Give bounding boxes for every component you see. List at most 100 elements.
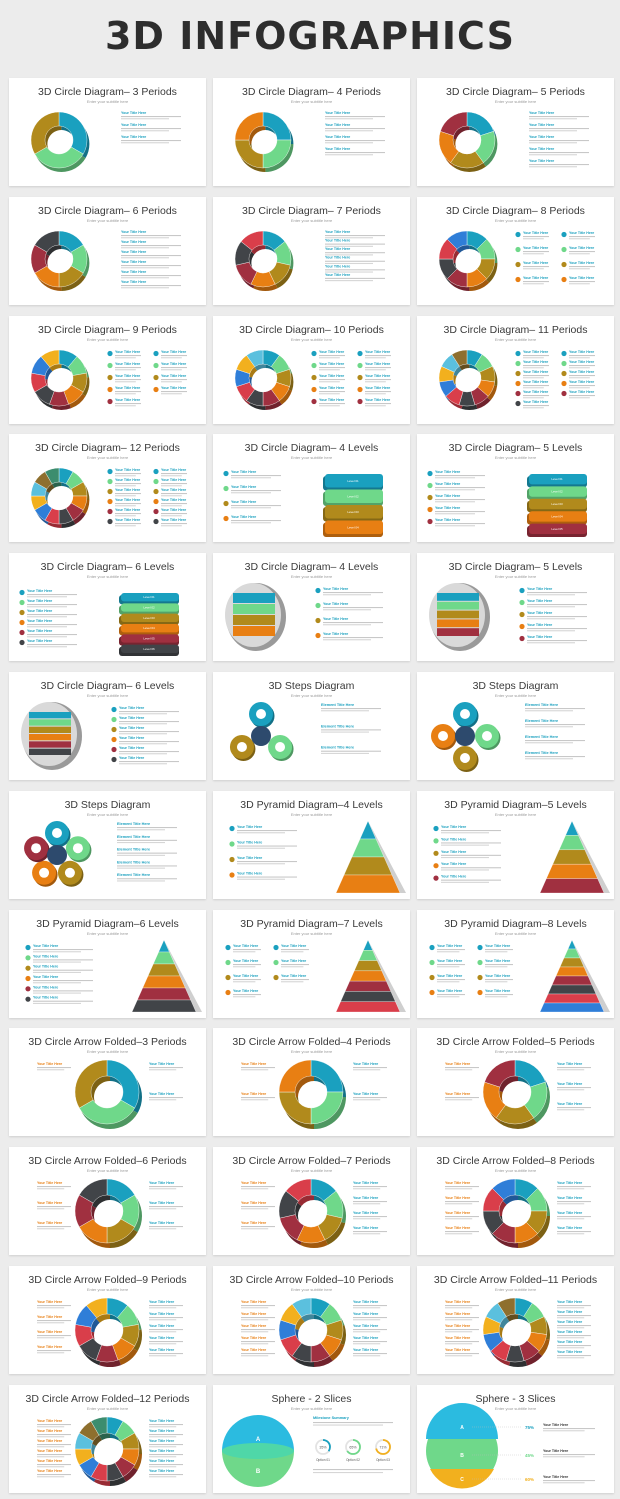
item-description-line xyxy=(353,1343,381,1345)
slide-thumbnail[interactable]: 3D Circle Diagram– 6 Periods Enter your s… xyxy=(9,197,206,305)
element-description-line xyxy=(525,740,585,742)
slide-thumbnail[interactable]: 3D Circle Diagram– 5 Levels Enter your su… xyxy=(417,434,614,542)
slide-thumbnail[interactable]: 3D Circle Diagram– 7 Periods Enter your s… xyxy=(213,197,410,305)
slide-diagram: Your Title Here Your Title Here Your Title… xyxy=(30,230,181,291)
item-title: Your Title Here xyxy=(445,1300,470,1304)
slide-subtitle: Enter your subtitle here xyxy=(494,337,537,342)
slide-thumbnail[interactable]: 3D Circle Arrow Folded–7 Periods Enter yo… xyxy=(213,1147,410,1255)
item-description-line xyxy=(569,377,590,379)
slide-thumbnail[interactable]: 3D Circle Arrow Folded–4 Periods Enter yo… xyxy=(213,1028,410,1136)
ring-segment xyxy=(285,1178,312,1202)
element-title: Element Title Here xyxy=(321,724,354,728)
pyramid-level xyxy=(137,987,191,1001)
slide-thumbnail[interactable]: 3D Circle Diagram– 4 Levels Enter your su… xyxy=(213,553,410,661)
slide-thumbnail[interactable]: 3D Circle Diagram– 9 Periods Enter your s… xyxy=(9,316,206,424)
pyramid-level xyxy=(555,966,589,977)
item-description-line xyxy=(37,1456,65,1458)
slide-thumbnail[interactable]: 3D Circle Diagram– 4 Levels Enter your su… xyxy=(213,434,410,542)
slide-thumbnail[interactable]: 3D Circle Arrow Folded–3 Periods Enter yo… xyxy=(9,1028,206,1136)
item-description-line xyxy=(435,513,475,515)
list-marker-icon xyxy=(515,276,521,283)
item-description-line xyxy=(319,405,340,407)
level-label: Level 03 xyxy=(551,502,563,506)
item-description-line xyxy=(161,525,182,527)
slide-thumbnail[interactable]: 3D Circle Arrow Folded–8 Periods Enter yo… xyxy=(417,1147,614,1255)
item-description-line xyxy=(365,391,391,393)
slide-thumbnail[interactable]: 3D Circle Arrow Folded–6 Periods Enter yo… xyxy=(9,1147,206,1255)
item-description-line xyxy=(569,375,595,377)
pyramid-level xyxy=(335,1001,401,1013)
list-marker-icon xyxy=(107,468,113,475)
list-marker-icon xyxy=(229,872,235,878)
slide-thumbnail[interactable]: 3D Circle Arrow Folded–10 Periods Enter y… xyxy=(213,1266,410,1374)
item-description-line xyxy=(529,154,577,156)
slide-thumbnail[interactable]: 3D Steps Diagram Enter your subtitle here… xyxy=(9,791,206,899)
level-label: Level 02 xyxy=(551,490,563,494)
item-description-line xyxy=(569,251,595,253)
slide-thumbnail[interactable]: 3D Pyramid Diagram–4 Levels Enter your su… xyxy=(213,791,410,899)
item-description-line xyxy=(557,1089,585,1091)
slide-thumbnail[interactable]: 3D Circle Diagram– 8 Periods Enter your s… xyxy=(417,197,614,305)
pyramid-level xyxy=(567,939,577,950)
item-description-line xyxy=(441,881,489,883)
slide-thumbnail[interactable]: 3D Pyramid Diagram–6 Levels Enter your su… xyxy=(9,910,206,1018)
item-title: Your Title Here xyxy=(527,611,552,615)
slide-thumbnail[interactable]: 3D Pyramid Diagram–7 Levels Enter your su… xyxy=(213,910,410,1018)
slide-subtitle: Enter your subtitle here xyxy=(290,1168,333,1173)
ring-segment xyxy=(234,111,264,141)
slide-title: 3D Circle Diagram– 4 Periods xyxy=(242,86,381,98)
item-title: Your Title Here xyxy=(115,350,140,354)
item-description-line xyxy=(523,377,544,379)
item-title: Your Title Here xyxy=(161,350,186,354)
item-description-line xyxy=(37,1350,71,1352)
slide-thumbnail[interactable]: 3D Circle Diagram– 10 Periods Enter your … xyxy=(213,316,410,424)
description-line xyxy=(313,1422,393,1424)
item-description-line xyxy=(445,1341,479,1343)
item-description-line xyxy=(149,1331,177,1333)
slide-diagram: Your Title Here Your Title Here Your Title… xyxy=(37,1297,183,1367)
item-description-line xyxy=(231,477,271,479)
item-title: Your Title Here xyxy=(241,1201,266,1205)
item-description-line xyxy=(237,832,285,834)
disk-level-band xyxy=(29,734,71,741)
list-marker-icon xyxy=(107,478,113,485)
slide-thumbnail[interactable]: 3D Steps Diagram Enter your subtitle here… xyxy=(417,672,614,780)
level-label: Level 04 xyxy=(551,514,563,518)
item-description-line xyxy=(149,1329,183,1331)
item-title: Your Title Here xyxy=(319,374,344,378)
slide-thumbnail[interactable]: 3D Pyramid Diagram–5 Levels Enter your su… xyxy=(417,791,614,899)
slide-thumbnail[interactable]: 3D Circle Diagram– 4 Periods Enter your s… xyxy=(213,78,410,186)
list-marker-icon xyxy=(561,360,567,367)
slide-thumbnail[interactable]: Sphere - 2 Slices Enter your subtitle her… xyxy=(213,1385,410,1493)
slide-thumbnail[interactable]: 3D Circle Diagram– 6 Levels Enter your su… xyxy=(9,553,206,661)
item-title: Your Title Here xyxy=(441,862,466,866)
item-description-line xyxy=(527,616,587,618)
slide-thumbnail[interactable]: 3D Steps Diagram Enter your subtitle here… xyxy=(213,672,410,780)
slide-thumbnail[interactable]: 3D Circle Diagram– 5 Periods Enter your s… xyxy=(417,78,614,186)
slide-thumbnail[interactable]: 3D Circle Diagram– 5 Levels Enter your su… xyxy=(417,553,614,661)
slide-thumbnail[interactable]: 3D Circle Diagram– 12 Periods Enter your … xyxy=(9,434,206,542)
slide-thumbnail[interactable]: 3D Circle Diagram– 11 Periods Enter your … xyxy=(417,316,614,424)
slide-thumbnail[interactable]: 3D Circle Arrow Folded–9 Periods Enter yo… xyxy=(9,1266,206,1374)
item-title: Your Title Here xyxy=(569,390,594,394)
slide-thumbnail[interactable]: 3D Circle Diagram– 3 Periods Enter your s… xyxy=(9,78,206,186)
item-description-line xyxy=(241,1069,269,1071)
item-title: Your Title Here xyxy=(241,1181,266,1185)
pyramid-level xyxy=(354,960,382,972)
slide-thumbnail[interactable]: 3D Circle Arrow Folded–12 Periods Enter y… xyxy=(9,1385,206,1493)
item-description-line xyxy=(445,1319,473,1321)
item-title: Your Title Here xyxy=(435,482,460,486)
list-marker-icon xyxy=(273,944,279,951)
item-title: Your Title Here xyxy=(149,1324,174,1328)
slide-thumbnail[interactable]: 3D Circle Arrow Folded–11 Periods Enter y… xyxy=(417,1266,614,1374)
item-description-line xyxy=(325,271,373,273)
slide-thumbnail[interactable]: 3D Circle Arrow Folded–5 Periods Enter yo… xyxy=(417,1028,614,1136)
list-marker-icon xyxy=(107,386,113,393)
slide-diagram: Element Title Here Element Title Here Elem… xyxy=(24,821,177,887)
item-description-line xyxy=(445,1067,479,1069)
slide-thumbnail[interactable]: 3D Pyramid Diagram–8 Levels Enter your su… xyxy=(417,910,614,1018)
item-title: Your Title Here xyxy=(527,623,552,627)
slide-thumbnail[interactable]: Sphere - 3 Slices Enter your subtitle her… xyxy=(417,1385,614,1493)
slide-thumbnail[interactable]: 3D Circle Diagram– 6 Levels Enter your su… xyxy=(9,672,206,780)
item-title: Your Title Here xyxy=(27,619,52,623)
